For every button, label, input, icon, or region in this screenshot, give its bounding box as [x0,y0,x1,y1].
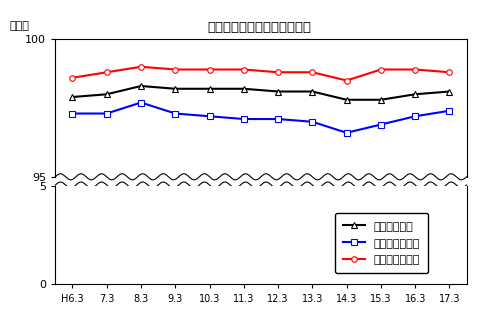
Legend: 進学率（計）, 進学率（男子）, 進学率（女子）: 進学率（計）, 進学率（男子）, 進学率（女子） [335,213,427,273]
Text: 中学校卒業者の進学率の推移: 中学校卒業者の進学率の推移 [207,21,311,34]
Text: （％）: （％） [10,21,29,31]
